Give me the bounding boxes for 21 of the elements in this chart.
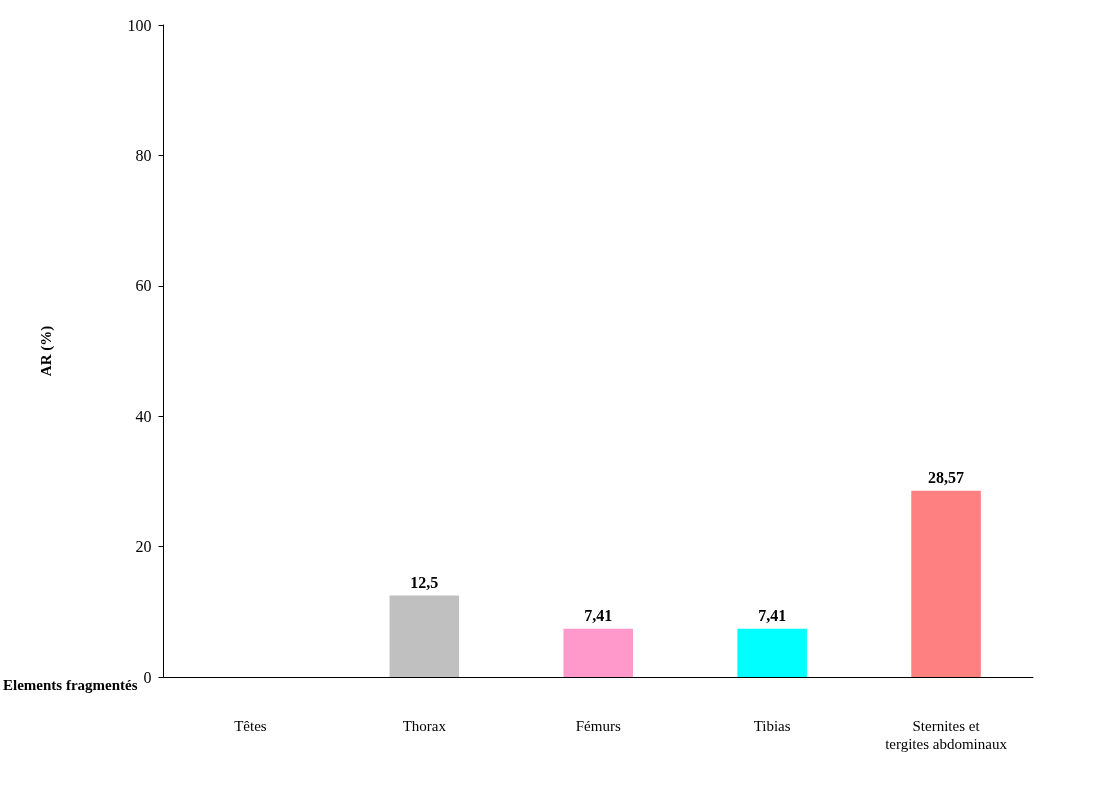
y-tick-label: 0 (143, 668, 152, 686)
bar (737, 628, 807, 677)
data-label: 7,41 (758, 607, 787, 625)
bar (911, 490, 981, 677)
data-label: 28,57 (928, 469, 965, 487)
y-tick-label: 40 (135, 407, 152, 425)
bar (563, 628, 634, 677)
x-tick-label: Tibias (753, 718, 791, 734)
x-tick-label: Fémurs (575, 718, 621, 734)
y-tick-label: 80 (135, 146, 152, 164)
y-axis-title: AR (%) (37, 325, 55, 377)
y-tick-label: 60 (135, 277, 152, 295)
x-tick-label: Têtes (234, 718, 267, 734)
x-tick-label: Sternites et tergites abdominaux (885, 718, 1008, 752)
data-label: 7,41 (584, 607, 613, 625)
bar (389, 595, 460, 677)
x-axis-title: Elements fragmentés (3, 676, 138, 693)
x-tick-label: Thorax (402, 718, 447, 734)
y-tick-label: 100 (127, 16, 152, 34)
y-tick-label: 20 (135, 538, 152, 556)
data-label: 12,5 (410, 574, 439, 591)
